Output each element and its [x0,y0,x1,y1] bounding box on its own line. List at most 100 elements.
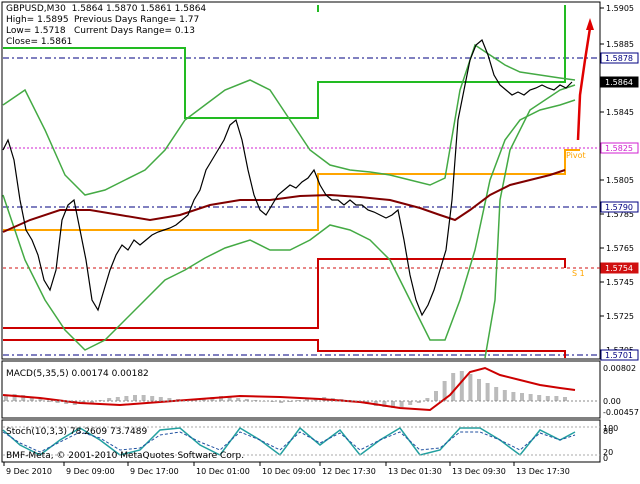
s1-label: S 1 [572,269,585,278]
price-marker [600,262,639,274]
time-tick-label: 13 Dec 09:30 [452,467,506,476]
macd-panel-border [1,360,601,419]
macd-bar [382,401,387,407]
time-tick-label: 13 Dec 17:30 [516,467,570,476]
macd-bar [468,374,473,401]
macd-bar [158,397,163,401]
time-tick-label: 9 Dec 17:00 [130,467,179,476]
stoch-label: Stoch(10,3,3) 78.2609 73.7489 [6,427,147,437]
price-marker [600,76,639,88]
pivot-label: Pivot [566,151,586,160]
time-tick-label: 12 Dec 17:30 [322,467,376,476]
price-tick-label: 1.5725 [606,312,634,321]
stoch-tick-label: 100 [603,424,618,433]
time-tick-label: 10 Dec 01:00 [196,467,250,476]
macd-tick-label: -0.00457 [603,408,639,417]
high-value: High= 1.5895 [6,15,69,25]
macd-bar [477,379,481,401]
macd-label: MACD(5,35,5) 0.00174 0.00182 [6,369,149,379]
signal-arrow-line [576,27,592,141]
macd-bar [133,395,137,401]
support-step-line [3,258,566,329]
price-marker-label: 1.5864 [605,78,633,87]
green-ribbon-line [484,84,576,359]
macd-bar [399,401,404,407]
price-marker-label: 1.5825 [605,144,633,153]
time-tick-label: 13 Dec 01:30 [388,467,442,476]
stoch-panel-border [1,419,601,463]
macd-bar [554,396,559,401]
bollinger-upper [2,43,576,196]
price-marker-label: 1.5790 [605,203,633,212]
main-panel-border [1,1,601,360]
macd-bar [537,395,542,401]
macd-bar [244,399,249,401]
price-marker-label: 1.5701 [605,351,633,360]
macd-bar [287,401,292,402]
macd-bar [21,395,26,401]
macd-bar [55,401,60,403]
signal-arrow-head [586,18,594,30]
previous-range: Previous Days Range= 1.77 [74,15,200,25]
price-tick-label: 1.5745 [606,278,634,287]
resistance-step-line [3,5,566,119]
price-marker-label: 1.5878 [605,54,633,63]
macd-bar [528,394,533,401]
time-axis: 9 Dec 2010 9 Dec 09:00 9 Dec 17:00 10 Dec 0… [3,462,570,476]
low-value: Low= 1.5718 [6,26,66,36]
price-axis: 1.5905 1.5885 1.5845 1.5805 1.5785 1.5765 1.57… [600,4,639,361]
macd-bar [563,397,567,401]
price-marker [600,52,639,64]
macd-bar [167,398,172,401]
macd-bar [141,395,146,401]
macd-bar [107,398,112,401]
time-tick-label: 9 Dec 09:00 [66,467,115,476]
bollinger-lower [2,99,576,351]
macd-bar [451,373,456,401]
macd-bar [219,396,223,401]
macd-bar [12,394,17,401]
price-tick-label: 1.5845 [606,108,634,117]
support-step-line-lower [3,339,566,358]
stoch-tick-label: 20 [603,448,613,457]
price-tick-label: 1.5785 [606,210,634,219]
price-tick-label: 1.5765 [606,244,634,253]
price-tick-label: 1.5905 [606,4,634,13]
macd-bar [545,396,550,401]
macd-bar [502,390,507,401]
macd-bar [279,401,284,403]
macd-signal-line [2,366,576,412]
price-marker [600,201,639,213]
macd-bar [494,387,499,401]
macd-bar [4,396,8,401]
price-tick-label: 1.5885 [606,40,634,49]
time-tick-label: 10 Dec 09:00 [262,467,316,476]
macd-tick-label: 0.00 [603,397,621,406]
macd-bar [305,399,309,401]
macd-bar [227,397,232,401]
stoch-tick-label: 80 [603,427,613,436]
copyright-text: BMF-Meta, © 2001-2010 MetaQuotes Softwar… [6,451,244,461]
macd-bar [416,401,421,403]
macd-axis: 0.00802 0.00 -0.00457 [603,364,639,417]
close-value: Close= 1.5861 [6,37,73,47]
macd-bar [520,393,524,401]
price-marker [600,142,639,154]
macd-bar [236,398,241,401]
time-tick-label: 9 Dec 2010 [6,467,52,476]
macd-bar [64,401,69,404]
macd-bar [115,397,120,401]
price-tick-label: 1.5805 [606,176,634,185]
macd-bar [425,398,430,401]
stoch-main-line [2,426,576,457]
price-candles [2,39,573,317]
macd-bar [442,381,447,401]
macd-bar [296,400,301,401]
macd-bar [391,401,395,408]
moving-average [2,169,566,233]
macd-bar [511,392,516,401]
price-marker [600,349,639,361]
